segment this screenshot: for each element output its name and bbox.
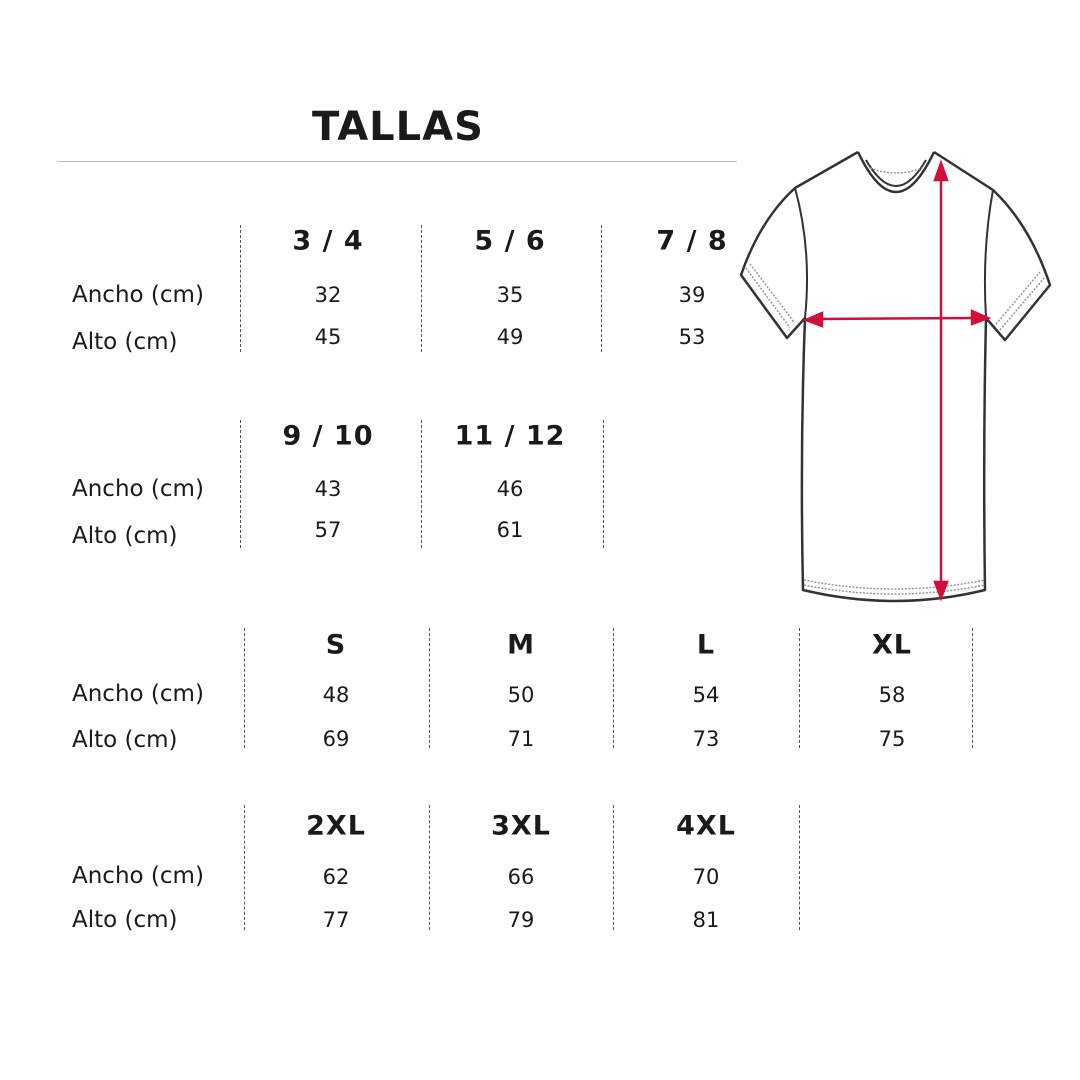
column-divider: [972, 628, 973, 748]
width-value: 58: [878, 683, 906, 707]
column-divider: [240, 420, 241, 548]
row-label-height: Alto (cm): [72, 523, 178, 549]
height-value: 77: [322, 908, 350, 932]
width-value: 35: [496, 283, 524, 307]
height-value: 69: [322, 727, 350, 751]
column-divider: [240, 225, 241, 352]
height-value: 49: [496, 325, 524, 349]
width-value: 70: [692, 865, 720, 889]
column-divider: [244, 628, 245, 748]
size-header: 5 / 6: [474, 225, 546, 257]
size-header: XL: [871, 629, 913, 661]
height-value: 73: [692, 727, 720, 751]
height-value: 81: [692, 908, 720, 932]
height-value: 71: [507, 727, 535, 751]
row-label-width: Ancho (cm): [72, 863, 204, 889]
column-divider: [613, 628, 614, 748]
page-title: TALLAS: [312, 104, 484, 150]
height-value: 57: [314, 518, 342, 542]
row-label-height: Alto (cm): [72, 727, 178, 753]
column-divider: [421, 420, 422, 548]
size-header: M: [507, 629, 535, 661]
size-header: 3XL: [491, 810, 551, 842]
width-value: 66: [507, 865, 535, 889]
width-value: 43: [314, 477, 342, 501]
height-value: 79: [507, 908, 535, 932]
size-header: S: [325, 629, 347, 661]
column-divider: [603, 420, 604, 548]
height-value: 61: [496, 518, 524, 542]
column-divider: [799, 628, 800, 748]
column-divider: [244, 805, 245, 930]
width-value: 48: [322, 683, 350, 707]
row-label-width: Ancho (cm): [72, 476, 204, 502]
height-value: 53: [678, 325, 706, 349]
width-value: 54: [692, 683, 720, 707]
row-label-height: Alto (cm): [72, 329, 178, 355]
column-divider: [429, 805, 430, 930]
width-value: 32: [314, 283, 342, 307]
column-divider: [799, 805, 800, 930]
size-header: 2XL: [306, 810, 366, 842]
width-value: 50: [507, 683, 535, 707]
width-value: 39: [678, 283, 706, 307]
size-header: 7 / 8: [656, 225, 728, 257]
title-divider: [57, 161, 737, 162]
width-value: 46: [496, 477, 524, 501]
column-divider: [421, 225, 422, 352]
width-arrow: [815, 316, 979, 321]
column-divider: [429, 628, 430, 748]
height-value: 75: [878, 727, 906, 751]
size-header: 3 / 4: [292, 225, 364, 257]
size-header: 4XL: [676, 810, 736, 842]
width-value: 62: [322, 865, 350, 889]
row-label-width: Ancho (cm): [72, 282, 204, 308]
size-header: 9 / 10: [282, 420, 374, 452]
column-divider: [613, 805, 614, 930]
row-label-height: Alto (cm): [72, 907, 178, 933]
size-header: 11 / 12: [454, 420, 566, 452]
column-divider: [601, 225, 602, 352]
height-value: 45: [314, 325, 342, 349]
row-label-width: Ancho (cm): [72, 681, 204, 707]
size-header: L: [696, 629, 716, 661]
